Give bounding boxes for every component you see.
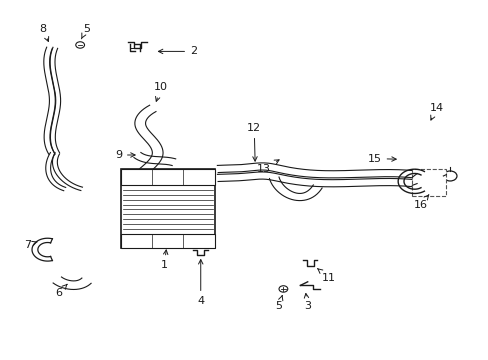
Bar: [120, 234, 215, 248]
Text: 9: 9: [115, 150, 135, 160]
Text: 5: 5: [274, 296, 282, 311]
Text: 6: 6: [55, 284, 67, 298]
Text: 4: 4: [197, 260, 204, 306]
Bar: [120, 169, 215, 185]
Text: 3: 3: [304, 293, 310, 311]
Text: 15: 15: [367, 154, 395, 163]
Text: 11: 11: [317, 269, 336, 283]
Bar: [120, 169, 215, 248]
Text: 14: 14: [428, 103, 443, 120]
Text: 12: 12: [246, 123, 261, 161]
Text: 7: 7: [24, 240, 37, 250]
Text: 10: 10: [154, 82, 167, 101]
Bar: [411, 169, 446, 196]
Text: 5: 5: [81, 23, 90, 39]
Text: 13: 13: [257, 160, 279, 174]
Text: 2: 2: [158, 46, 197, 57]
Text: 8: 8: [39, 23, 49, 41]
Text: 1: 1: [161, 250, 167, 270]
Text: 16: 16: [413, 195, 428, 210]
